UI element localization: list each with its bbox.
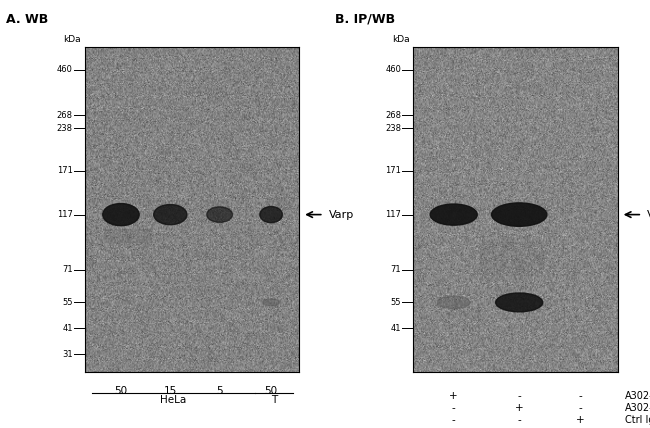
- Text: -: -: [578, 403, 582, 413]
- Text: kDa: kDa: [64, 35, 81, 44]
- Ellipse shape: [263, 299, 279, 306]
- Ellipse shape: [496, 293, 543, 312]
- Text: 171: 171: [57, 166, 73, 175]
- Text: 5: 5: [216, 386, 223, 396]
- Text: 460: 460: [385, 65, 401, 74]
- Text: +: +: [577, 415, 585, 425]
- Text: A302-998A: A302-998A: [625, 403, 650, 413]
- Text: 41: 41: [62, 324, 73, 333]
- Text: Varp: Varp: [329, 210, 354, 220]
- Text: 117: 117: [385, 210, 401, 219]
- Text: +: +: [449, 391, 458, 401]
- Text: HeLa: HeLa: [161, 395, 187, 405]
- Text: -: -: [452, 415, 456, 425]
- Text: 71: 71: [62, 265, 73, 274]
- Text: -: -: [452, 403, 456, 413]
- Text: -: -: [517, 391, 521, 401]
- Text: Varp: Varp: [647, 210, 650, 220]
- Text: A302-997A: A302-997A: [625, 391, 650, 401]
- Text: 41: 41: [391, 324, 401, 333]
- Text: 50: 50: [265, 386, 278, 396]
- Text: 55: 55: [391, 298, 401, 307]
- Ellipse shape: [103, 204, 139, 226]
- Ellipse shape: [260, 206, 282, 223]
- Text: 238: 238: [385, 124, 401, 133]
- Text: 55: 55: [62, 298, 73, 307]
- Text: 15: 15: [164, 386, 177, 396]
- Text: 71: 71: [391, 265, 401, 274]
- Text: Ctrl IgG: Ctrl IgG: [625, 415, 650, 425]
- Text: 238: 238: [57, 124, 73, 133]
- Bar: [480, 242, 541, 275]
- Text: 268: 268: [385, 111, 401, 120]
- Text: A. WB: A. WB: [6, 13, 49, 26]
- Ellipse shape: [207, 207, 233, 223]
- Text: -: -: [517, 415, 521, 425]
- Text: +: +: [515, 403, 523, 413]
- Text: kDa: kDa: [392, 35, 410, 44]
- Bar: [104, 229, 151, 242]
- Text: B. IP/WB: B. IP/WB: [335, 13, 395, 26]
- Text: -: -: [578, 391, 582, 401]
- Text: 50: 50: [114, 386, 127, 396]
- Text: 268: 268: [57, 111, 73, 120]
- Ellipse shape: [491, 203, 547, 226]
- Text: 460: 460: [57, 65, 73, 74]
- Text: T: T: [270, 395, 277, 405]
- Ellipse shape: [430, 204, 477, 225]
- Ellipse shape: [153, 205, 187, 225]
- Text: 31: 31: [62, 350, 73, 359]
- Text: 117: 117: [57, 210, 73, 219]
- Text: 171: 171: [385, 166, 401, 175]
- Ellipse shape: [437, 296, 470, 309]
